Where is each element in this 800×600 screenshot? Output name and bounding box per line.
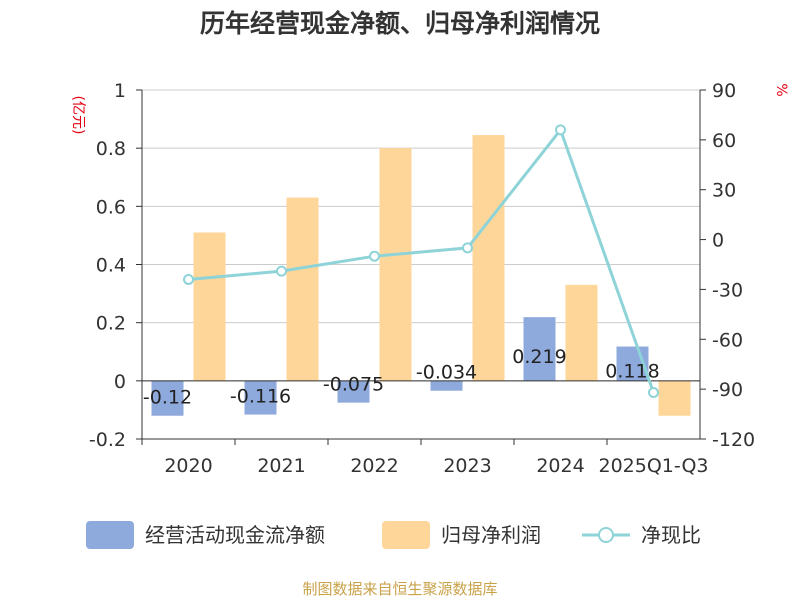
bar-cash-flow bbox=[151, 380, 184, 416]
x-tick-label: 2025Q1-Q3 bbox=[599, 455, 709, 477]
legend-marker-ratio bbox=[598, 527, 614, 543]
left-tick-label: 0.2 bbox=[96, 313, 126, 335]
right-axis-unit: % bbox=[773, 83, 789, 96]
legend: 经营活动现金流净额 归母净利润 净现比 bbox=[86, 521, 701, 549]
left-tick-label: 0.4 bbox=[96, 255, 126, 277]
legend-swatch-net-profit bbox=[382, 521, 430, 549]
right-tick-label: -60 bbox=[712, 329, 743, 351]
legend-label-cash-flow: 经营活动现金流净额 bbox=[145, 523, 325, 547]
bar-net-profit bbox=[193, 232, 226, 381]
bar-cash-flow bbox=[430, 380, 463, 391]
data-label-cash-flow: -0.034 bbox=[416, 362, 477, 384]
bar-net-profit bbox=[379, 148, 412, 381]
right-tick-label: -90 bbox=[712, 379, 743, 401]
left-tick-label: -0.2 bbox=[89, 429, 126, 451]
legend-item-ratio[interactable]: 净现比 bbox=[582, 523, 701, 547]
left-tick-label: 1 bbox=[114, 80, 126, 102]
ratio-point bbox=[648, 386, 659, 398]
ratio-point bbox=[462, 242, 473, 254]
data-label-cash-flow: -0.075 bbox=[323, 374, 384, 396]
bar-net-profit bbox=[286, 197, 319, 381]
legend-item-cash-flow[interactable]: 经营活动现金流净额 bbox=[86, 521, 325, 549]
bar-net-profit bbox=[658, 380, 691, 416]
right-tick-label: 0 bbox=[712, 230, 724, 252]
right-tick-label: 30 bbox=[712, 180, 736, 202]
x-tick-label: 2024 bbox=[536, 455, 584, 477]
ratio-line bbox=[183, 124, 659, 398]
bar-cash-flow bbox=[523, 317, 556, 381]
source-note: 制图数据来自恒生聚源数据库 bbox=[302, 580, 498, 598]
x-tick-label: 2020 bbox=[164, 455, 212, 477]
legend-label-ratio: 净现比 bbox=[641, 523, 701, 547]
ratio-point bbox=[276, 265, 287, 277]
right-tick-label: 90 bbox=[712, 80, 736, 102]
x-tick-label: 2023 bbox=[443, 455, 491, 477]
data-labels: -0.12 -0.116 -0.075 -0.034 0.219 0.118 bbox=[143, 346, 660, 409]
data-label-cash-flow: 0.118 bbox=[605, 361, 659, 383]
bar-net-profit bbox=[565, 284, 598, 381]
chart-title: 历年经营现金净额、归母净利润情况 bbox=[199, 9, 600, 38]
tick-labels: 10.80.60.40.20-0.29060300-30-60-90-12020… bbox=[89, 80, 755, 477]
legend-item-net-profit[interactable]: 归母净利润 bbox=[382, 521, 541, 549]
bar-cash-flow bbox=[244, 380, 277, 415]
ratio-point bbox=[369, 250, 380, 262]
data-label-cash-flow: 0.219 bbox=[512, 346, 566, 368]
x-tick-label: 2021 bbox=[257, 455, 305, 477]
bars bbox=[151, 135, 691, 416]
axes bbox=[136, 89, 706, 445]
data-label-cash-flow: -0.116 bbox=[230, 386, 291, 408]
left-tick-label: 0.8 bbox=[96, 138, 126, 160]
x-tick-label: 2022 bbox=[350, 455, 398, 477]
right-tick-label: -30 bbox=[712, 279, 743, 301]
left-axis-unit: (亿元) bbox=[70, 96, 86, 135]
left-tick-label: 0.6 bbox=[96, 196, 126, 218]
left-tick-label: 0 bbox=[114, 371, 126, 393]
bar-cash-flow bbox=[337, 380, 370, 403]
legend-swatch-cash-flow bbox=[86, 521, 134, 549]
grid-lines bbox=[142, 89, 700, 382]
ratio-line-path bbox=[188, 126, 655, 393]
bar-net-profit bbox=[472, 135, 505, 381]
right-tick-label: 60 bbox=[712, 130, 736, 152]
ratio-point bbox=[183, 273, 194, 285]
ratio-point bbox=[555, 124, 566, 136]
right-tick-label: -120 bbox=[712, 429, 755, 451]
legend-label-net-profit: 归母净利润 bbox=[441, 523, 541, 547]
data-label-cash-flow: -0.12 bbox=[143, 387, 192, 409]
